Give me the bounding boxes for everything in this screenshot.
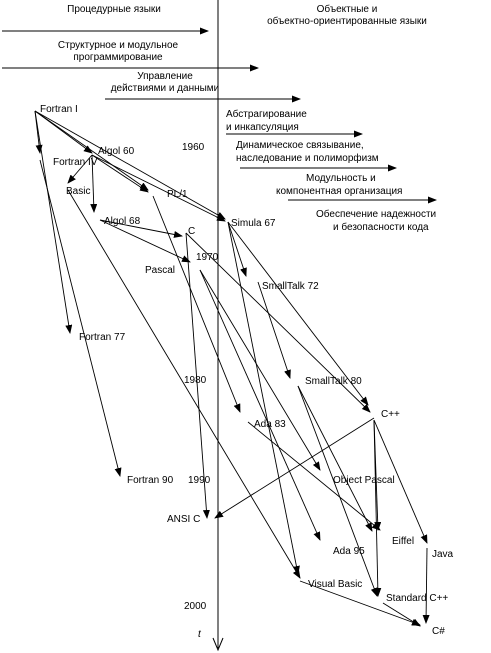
stage-label-1a: Структурное и модульное — [58, 40, 179, 51]
edge-algol60-simula — [91, 154, 226, 222]
header-object-line1: Объектные и — [317, 3, 378, 15]
lang-eiffel: Eiffel — [392, 536, 414, 547]
stage-label-6b: и безопасности кода — [333, 221, 429, 233]
lang-basic: Basic — [66, 186, 90, 197]
edge-algol60-pl1 — [91, 154, 149, 193]
stage-label-3a: Абстрагирование — [226, 108, 307, 120]
year-1970: 1970 — [196, 252, 219, 263]
header-procedural: Процедурные языки — [67, 4, 161, 15]
edge-simula-smalltalk72 — [227, 221, 247, 277]
edge-cpp-standardcpp — [373, 419, 382, 597]
lang-ansic: ANSI C — [167, 514, 200, 525]
stage-label-2b: действиями и данными — [111, 83, 220, 94]
lineage-edges — [34, 110, 430, 627]
lang-objectpascal: Object Pascal — [333, 475, 395, 486]
stage-label-5b: компонентная организация — [276, 186, 402, 197]
lang-ada83: Ada 83 — [254, 419, 286, 430]
stage-label-1b: программирование — [73, 52, 163, 63]
edge-algol60-algol68 — [90, 154, 98, 213]
edge-smalltalk72-smalltalk80 — [257, 281, 291, 379]
edge-standardcpp-csharp — [382, 602, 421, 627]
edge-pascal-objectpascal — [199, 269, 321, 471]
edge-simula-cpp — [227, 221, 369, 406]
lang-ada95: Ada 95 — [333, 546, 365, 557]
edge-java-csharp — [422, 547, 430, 624]
lang-csharp: C# — [432, 626, 445, 637]
stage-label-2a: Управление — [137, 71, 193, 82]
lang-smalltalk80: SmallTalk 80 — [305, 376, 362, 387]
lang-java: Java — [432, 549, 454, 560]
edge-smalltalk80-standardcpp — [297, 385, 378, 597]
lang-fortran4: Fortran IV — [53, 157, 98, 168]
lang-c: C — [188, 226, 195, 237]
lang-visualbasic: Visual Basic — [308, 579, 362, 590]
lang-algol60: Algol 60 — [98, 146, 135, 157]
edge-c-cpp — [185, 232, 371, 413]
stage-label-6a: Обеспечение надежности — [316, 208, 436, 220]
edge-fortran1-fortran77 — [34, 110, 73, 334]
stage-label-3b: и инкапсуляция — [226, 122, 299, 133]
lang-simula67: Simula 67 — [231, 218, 276, 229]
lang-fortran77: Fortran 77 — [79, 332, 126, 343]
year-1960: 1960 — [182, 142, 205, 153]
edge-basic-visualbasic — [67, 189, 301, 579]
lang-algol68: Algol 68 — [104, 216, 141, 227]
edge-fortran1-pl1 — [34, 110, 149, 191]
year-2000: 2000 — [184, 601, 207, 612]
lang-fortran1: Fortran I — [40, 104, 78, 115]
language-labels: Fortran I Algol 60 Fortran IV Basic PL/1… — [40, 104, 454, 637]
year-1990: 1990 — [188, 475, 211, 486]
header-object-line2: объектно-ориентированные языки — [267, 15, 427, 27]
year-1980: 1980 — [184, 375, 207, 386]
edge-algol60-basic — [67, 154, 93, 184]
lang-pascal: Pascal — [145, 265, 175, 276]
time-axis-label: t — [198, 629, 202, 640]
edge-smalltalk80-eiffel — [297, 385, 373, 532]
stage-label-5a: Модульность и — [306, 173, 376, 184]
edge-pl1-ada83 — [152, 195, 241, 413]
lang-fortran90: Fortran 90 — [127, 475, 174, 486]
edge-cpp-java — [373, 419, 428, 544]
edge-fortran4-fortran90 — [39, 159, 122, 477]
edge-c-ansic — [185, 232, 210, 519]
lang-standardcpp: Standard C++ — [386, 593, 448, 604]
lang-smalltalk72: SmallTalk 72 — [262, 281, 319, 292]
edge-cpp-ansic — [214, 417, 375, 519]
edge-fortran1-simula — [34, 110, 226, 220]
lang-pl1: PL/1 — [167, 189, 188, 200]
lang-cpp: C++ — [381, 409, 400, 420]
edge-pascal-ada95 — [199, 269, 321, 541]
edge-visualbasic-csharp — [299, 580, 421, 626]
time-axis-arrowhead — [212, 637, 224, 652]
stage-label-4a: Динамическое связывание, — [236, 140, 364, 151]
stage-label-4b: наследование и полиморфизм — [236, 152, 379, 164]
edge-algol68-pascal — [99, 219, 191, 263]
edge-simula-visualbasic — [227, 221, 300, 575]
edge-ada83-eiffel — [247, 421, 381, 531]
